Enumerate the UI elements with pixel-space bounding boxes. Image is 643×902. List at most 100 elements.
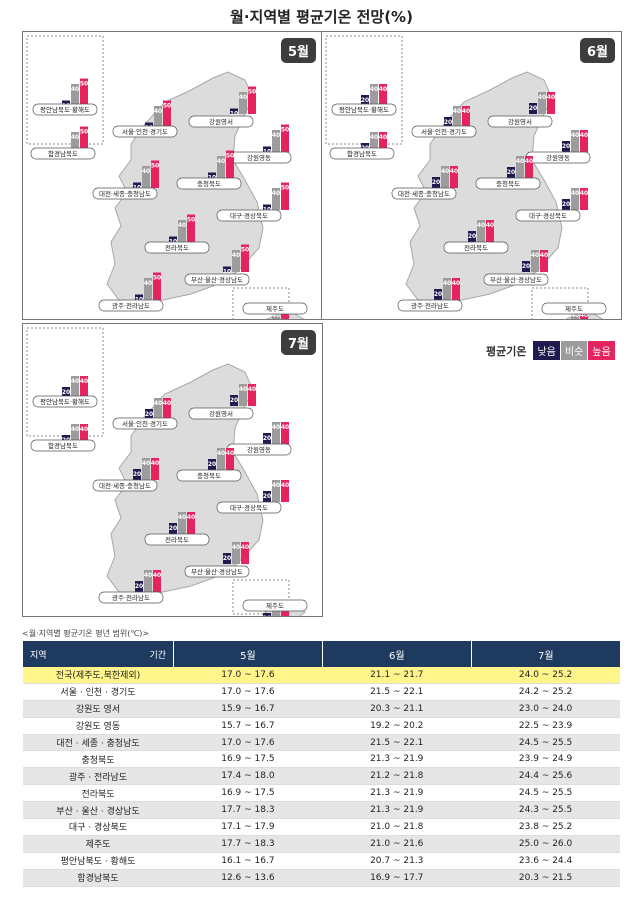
row-value: 23.8 ~ 25.2 [471,818,620,836]
bar-value-label: 40 [441,168,449,175]
region-label: 대구·경상북도 [529,211,567,220]
region-label-box [112,125,178,138]
bar-value-label: 20 [135,583,143,590]
bar-normal [239,92,247,114]
row-region: 서울 · 인천 · 경기도 [22,683,174,701]
bar-value-label: 50 [187,217,195,224]
bar-normal [71,132,79,154]
bar-high [248,384,256,406]
region-label: 부산·울산·경상남도 [191,567,243,576]
bar-value-label: 20 [562,143,570,150]
bar-value-label: 40 [226,450,234,457]
region-label: 전라북도 [464,243,488,252]
bar-value-label: 20 [432,179,440,186]
region-chart: 104050광주·전라남도 [98,272,164,312]
region-chart: 104050강원영동 [226,124,292,164]
region-label-box [331,103,397,116]
korea-map: 204040평안남북도·황해도204040함경남북도204040서울·인천·경기… [325,35,607,319]
region-label-box [188,407,254,420]
bar-value-label: 40 [241,544,249,551]
bar-low [135,294,143,300]
row-value: 23.0 ~ 24.0 [471,700,620,718]
bar-value-label: 20 [62,389,70,396]
bar-value-label: 40 [281,424,289,431]
bar-normal [71,376,79,398]
region-label-box [541,302,607,315]
bar-value-label: 40 [538,94,546,101]
bar-high [163,100,171,128]
table-row: 서울 · 인천 · 경기도 17.0 ~ 17.6 21.5 ~ 22.1 24.2 … [22,683,620,701]
bar-value-label: 40 [571,132,579,139]
month-tag: 5월 [280,38,316,63]
row-value: 15.9 ~ 16.7 [173,700,323,718]
bar-normal [232,542,240,564]
bar-value-label: 50 [151,163,159,170]
bar-value-label: 40 [547,94,555,101]
region-label: 광주·전라남도 [112,301,150,310]
bar-value-label: 20 [223,555,231,562]
region-label: 강원영동 [247,153,271,162]
bar-normal [370,132,378,154]
bar-high [281,124,289,152]
bar-value-label: 40 [187,514,195,521]
region-label: 함경남북도 [347,149,377,158]
bar-normal [154,106,162,128]
bar-value-label: 40 [71,378,79,385]
bar-high [248,86,256,114]
bar-value-label: 40 [178,222,186,229]
map-panel-june: 204040평안남북도·황해도204040함경남북도204040서울·인천·경기… [321,31,622,320]
bar-value-label: 40 [281,482,289,489]
north-korea-inset-frame [26,35,104,145]
bar-value-label: 40 [370,86,378,93]
bar-normal [571,188,579,210]
bar-low [434,289,442,300]
bar-high [241,244,249,272]
bar-value-label: 40 [370,134,378,141]
bar-value-label: 20 [444,119,452,126]
bar-value-label: 40 [153,572,161,579]
bar-high [163,398,171,420]
bar-low [562,141,570,152]
bar-normal [272,130,280,152]
bar-value-label: 20 [169,525,177,532]
region-label-box [32,103,98,116]
bar-normal [443,278,451,300]
bar-normal [178,220,186,242]
row-value: 17.7 ~ 18.3 [173,835,323,853]
row-value: 17.7 ~ 18.3 [173,801,323,820]
row-region: 충청북도 [22,750,174,769]
bar-value-label: 50 [248,89,256,96]
row-value: 24.0 ~ 25.2 [471,667,620,684]
bar-value-label: 40 [217,450,225,457]
bar-value-label: 40 [580,132,588,139]
row-value: 16.9 ~ 17.7 [322,869,472,887]
bar-low [169,523,177,534]
map-panel-may: 104050평안남북도·황해도104050함경남북도104050서울·인천·경기… [22,31,323,320]
bar-value-label: 20 [361,97,369,104]
row-value: 17.4 ~ 18.0 [173,767,323,786]
row-value: 16.1 ~ 16.7 [173,852,323,870]
bar-value-label: 20 [263,615,271,616]
row-value: 24.3 ~ 25.5 [471,801,620,820]
region-label-box [92,479,158,492]
bar-low [145,409,153,420]
region-label-box [184,565,250,578]
bar-high [281,422,289,444]
bar-low [133,182,141,188]
bar-value-label: 50 [163,103,171,110]
row-value: 21.0 ~ 21.8 [322,818,472,836]
bar-value-label: 40 [239,386,247,393]
row-value: 17.0 ~ 17.6 [173,667,323,684]
region-label: 강원영동 [247,445,271,454]
bar-value-label: 50 [80,129,88,136]
region-label: 전라북도 [165,243,189,252]
bar-high [153,570,161,592]
bar-value-label: 40 [154,400,162,407]
bar-normal [571,310,579,319]
bar-low [263,146,271,152]
